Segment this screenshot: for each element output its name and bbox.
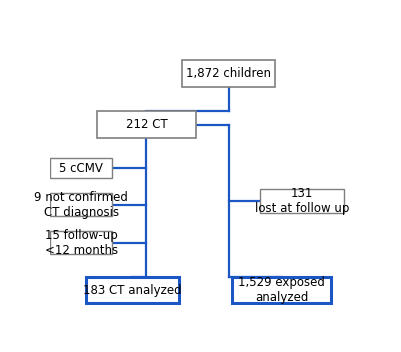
FancyBboxPatch shape	[97, 111, 196, 138]
Text: 5 cCMV: 5 cCMV	[59, 162, 103, 175]
FancyBboxPatch shape	[182, 60, 275, 87]
Text: 15 follow-up
<12 months: 15 follow-up <12 months	[45, 229, 118, 257]
FancyBboxPatch shape	[260, 189, 344, 213]
Text: 1,872 children: 1,872 children	[186, 67, 271, 80]
Text: 1,529 exposed
analyzed: 1,529 exposed analyzed	[238, 276, 325, 304]
FancyBboxPatch shape	[86, 277, 179, 303]
Text: 212 CT: 212 CT	[126, 118, 167, 131]
FancyBboxPatch shape	[50, 231, 112, 254]
FancyBboxPatch shape	[50, 158, 112, 178]
Text: 9 not confirmed
CT diagnosis: 9 not confirmed CT diagnosis	[34, 191, 128, 219]
Text: 183 CT analyzed: 183 CT analyzed	[83, 284, 182, 297]
Text: 131
lost at follow up: 131 lost at follow up	[255, 187, 349, 215]
FancyBboxPatch shape	[232, 277, 331, 303]
FancyBboxPatch shape	[50, 193, 112, 216]
